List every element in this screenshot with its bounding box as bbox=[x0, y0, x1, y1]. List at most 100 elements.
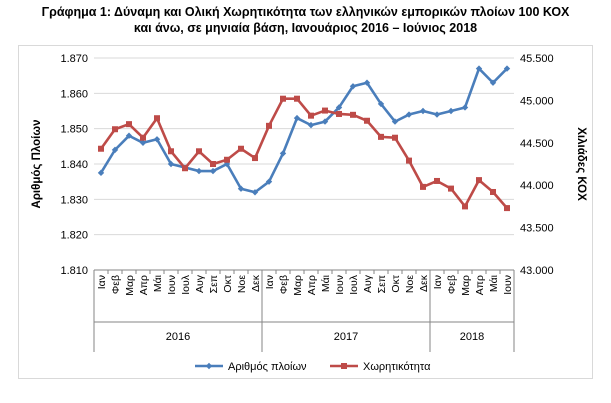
series-1-point bbox=[349, 83, 357, 90]
series-1-point bbox=[461, 104, 469, 111]
chart-title-line-1: Γράφημα 1: Δύναμη και Ολική Χωρητικότητα… bbox=[41, 5, 570, 19]
x-tick-label: Δεκ bbox=[418, 274, 430, 292]
x-tick-label: Ιουλ bbox=[348, 274, 360, 294]
y-tick-label: 1.870 bbox=[60, 53, 88, 65]
x-tick-label: Ιαν bbox=[432, 275, 444, 289]
series-2-point bbox=[182, 165, 188, 172]
series-2-point bbox=[504, 205, 510, 212]
chart-title: Γράφημα 1: Δύναμη και Ολική Χωρητικότητα… bbox=[0, 4, 611, 36]
legend-label-1: Αριθμός πλοίων bbox=[228, 361, 307, 373]
x-tick-label: Νοε bbox=[236, 275, 248, 293]
series-2-point bbox=[252, 155, 258, 162]
x-tick-label: Απρ bbox=[474, 275, 486, 295]
series-1-point bbox=[139, 139, 147, 146]
series-1-point bbox=[363, 79, 371, 86]
series-1-point bbox=[153, 136, 161, 143]
y-tick-label: 1.810 bbox=[60, 265, 88, 277]
legend-marker-1 bbox=[205, 362, 213, 370]
series-2-point bbox=[308, 112, 314, 119]
x-tick-label: Μαρ bbox=[124, 275, 136, 296]
x-tick-label: Φεβ bbox=[278, 275, 290, 294]
year-label: 2017 bbox=[334, 331, 358, 343]
y-tick-label: 1.830 bbox=[60, 194, 88, 206]
series-2-point bbox=[210, 161, 216, 167]
series-2-point bbox=[392, 134, 398, 141]
series-2-point bbox=[448, 185, 454, 192]
series-1-point bbox=[391, 118, 399, 125]
series-2-point bbox=[168, 148, 174, 155]
x-tick-label: Μάι bbox=[152, 274, 164, 292]
y2-tick-label: 45.500 bbox=[520, 53, 554, 65]
series-2-point bbox=[420, 183, 426, 190]
series-1-point bbox=[489, 79, 497, 86]
y2-axis-title: Χιλιάδες ΚΟΧ bbox=[575, 127, 587, 201]
chart-title-line-2: και άνω, σε μηνιαία βάση, Ιανουάριος 201… bbox=[133, 21, 478, 35]
y2-tick-label: 43.500 bbox=[520, 223, 554, 235]
x-tick-label: Ιαν bbox=[264, 275, 276, 289]
x-tick-label: Αυγ bbox=[362, 274, 374, 293]
series-1-point bbox=[265, 178, 273, 185]
x-tick-label: Οκτ bbox=[390, 274, 402, 292]
x-tick-label: Φεβ bbox=[446, 275, 458, 294]
year-label: 2016 bbox=[166, 331, 190, 343]
series-1-point bbox=[419, 107, 427, 115]
series-1-point bbox=[293, 114, 301, 122]
series-2-point bbox=[140, 134, 146, 141]
series-1-point bbox=[503, 65, 511, 72]
y-tick-label: 1.860 bbox=[60, 88, 88, 100]
series-2-point bbox=[280, 95, 286, 102]
series-1-point bbox=[279, 150, 287, 157]
year-label: 2018 bbox=[460, 331, 484, 343]
x-tick-label: Ιαν bbox=[96, 275, 108, 289]
series-1-point bbox=[405, 111, 413, 118]
y2-tick-label: 45.000 bbox=[520, 95, 554, 107]
x-tick-label: Μάι bbox=[488, 274, 500, 292]
series-2-point bbox=[434, 177, 440, 184]
series-1-point bbox=[307, 121, 315, 129]
series-2-point bbox=[238, 145, 244, 152]
series-2-point bbox=[294, 95, 300, 102]
series-2-point bbox=[490, 188, 496, 195]
x-tick-label: Μαρ bbox=[460, 275, 472, 296]
series-2-point bbox=[350, 111, 356, 118]
x-tick-label: Σεπ bbox=[208, 275, 220, 293]
y-tick-label: 1.850 bbox=[60, 124, 88, 136]
y2-tick-label: 43.000 bbox=[520, 265, 554, 277]
x-tick-label: Απρ bbox=[306, 275, 318, 295]
series-1-point bbox=[111, 146, 119, 154]
series-1-point bbox=[209, 167, 217, 175]
series-2-point bbox=[364, 117, 370, 124]
series-2-point bbox=[336, 110, 342, 117]
series-1-point bbox=[321, 118, 329, 125]
y2-tick-label: 44.500 bbox=[520, 138, 554, 150]
x-tick-label: Ιουν bbox=[334, 275, 346, 295]
x-tick-label: Νοε bbox=[404, 275, 416, 293]
series-2-point bbox=[98, 145, 104, 152]
series-1-point bbox=[167, 160, 175, 168]
x-tick-label: Μαρ bbox=[292, 275, 304, 296]
legend-marker-2 bbox=[341, 363, 347, 369]
series-2-point bbox=[154, 115, 160, 122]
chart-frame bbox=[18, 45, 593, 379]
series-1-point bbox=[377, 100, 385, 108]
series-2-point bbox=[322, 107, 328, 114]
x-tick-label: Σεπ bbox=[376, 275, 388, 293]
series-2-point bbox=[476, 177, 482, 184]
series-line-2 bbox=[99, 97, 508, 209]
x-tick-label: Οκτ bbox=[222, 274, 234, 292]
series-2-point bbox=[266, 122, 272, 129]
x-tick-label: Ιουλ bbox=[180, 274, 192, 294]
x-tick-label: Μάι bbox=[320, 274, 332, 292]
y-tick-label: 1.840 bbox=[60, 159, 88, 171]
series-2-point bbox=[196, 148, 202, 155]
series-2-point bbox=[224, 156, 230, 163]
x-tick-label: Ιουν bbox=[166, 275, 178, 295]
series-2-point bbox=[378, 133, 384, 140]
x-tick-label: Δεκ bbox=[250, 274, 262, 292]
series-2-point bbox=[112, 126, 118, 133]
series-2-point bbox=[126, 121, 132, 128]
legend-label-2: Χωρητικότητα bbox=[363, 361, 431, 373]
y-tick-label: 1.820 bbox=[60, 230, 88, 242]
series-2-point bbox=[406, 157, 412, 164]
